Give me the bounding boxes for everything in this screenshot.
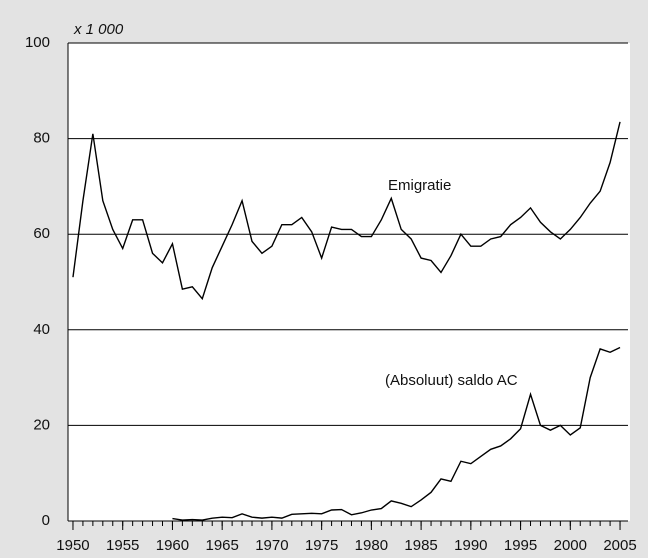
y-tick-label: 100 [25,34,50,51]
y-tick-label: 40 [33,321,50,338]
x-tick-label: 1950 [56,537,89,554]
x-tick-label: 2005 [603,537,636,554]
y-tick-label: 80 [33,130,50,147]
x-tick-label: 1965 [205,537,238,554]
x-tick-label: 1960 [156,537,189,554]
y-tick-label: 0 [42,512,50,529]
x-tick-label: 1985 [404,537,437,554]
x-tick-label: 1990 [454,537,487,554]
unit-label: x 1 000 [73,21,124,38]
x-tick-label: 2000 [554,537,587,554]
series-label: (Absoluut) saldo AC [385,372,518,389]
x-tick-label: 1970 [255,537,288,554]
series-line [172,346,621,521]
series-line [72,121,621,301]
x-tick-label: 1955 [106,537,139,554]
y-tick-label: 20 [33,416,50,433]
series-label: Emigratie [388,177,451,194]
x-tick-label: 1995 [504,537,537,554]
y-tick-label: 60 [33,225,50,242]
plot-area [68,43,630,521]
x-tick-label: 1980 [355,537,388,554]
x-tick-label: 1975 [305,537,338,554]
